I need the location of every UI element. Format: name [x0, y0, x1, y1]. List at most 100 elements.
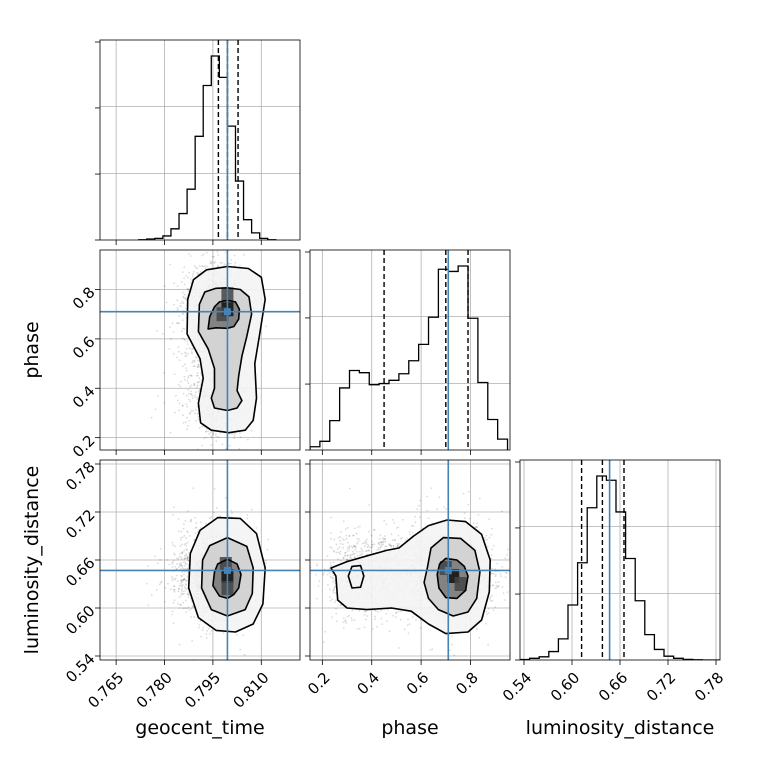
scatter-point — [173, 303, 176, 306]
scatter-point — [185, 307, 187, 310]
scatter-point — [178, 359, 181, 362]
scatter-point — [197, 363, 200, 366]
scatter-point — [191, 348, 194, 351]
scatter-point — [190, 384, 193, 387]
scatter-point — [194, 517, 196, 519]
scatter-point — [206, 630, 209, 632]
scatter-point — [213, 255, 215, 258]
histogram-panel-phase — [305, 249, 511, 455]
scatter-point — [189, 386, 191, 388]
scatter-point — [189, 412, 192, 415]
scatter-point — [172, 560, 175, 563]
scatter-point — [194, 396, 196, 398]
scatter-point — [264, 559, 267, 562]
scatter-point — [193, 615, 196, 618]
scatter-point — [265, 562, 267, 565]
scatter-point — [198, 365, 200, 368]
scatter-point — [164, 601, 166, 603]
scatter-point — [213, 488, 216, 490]
scatter-point — [208, 432, 211, 435]
scatter-point — [193, 383, 196, 386]
scatter-point — [179, 536, 182, 539]
scatter-point — [206, 251, 208, 254]
scatter-point — [176, 299, 179, 302]
scatter-point — [239, 648, 242, 651]
scatter-point — [221, 443, 224, 446]
scatter-point — [182, 579, 185, 582]
scatter-point — [199, 521, 202, 523]
scatter-point — [213, 511, 215, 514]
scatter-point — [195, 374, 198, 377]
scatter-point — [185, 588, 188, 590]
scatter-point — [188, 609, 191, 611]
scatter-point — [156, 330, 158, 332]
scatter-point — [169, 431, 172, 434]
scatter-point — [214, 260, 217, 263]
scatter-point — [182, 295, 185, 298]
scatter-point — [195, 420, 198, 422]
scatter-point — [255, 527, 258, 529]
scatter-point — [204, 431, 207, 433]
scatter-point — [187, 290, 190, 292]
contour-line-1 — [197, 287, 253, 412]
scatter-point — [172, 585, 175, 588]
scatter-point — [181, 571, 184, 573]
scatter-point — [160, 581, 162, 584]
scatter-point — [190, 616, 192, 618]
scatter-point — [188, 288, 191, 291]
scatter-point — [197, 366, 199, 368]
scatter-point — [181, 567, 184, 569]
scatter-point — [187, 606, 190, 608]
scatter-point — [194, 266, 197, 269]
scatter-point — [181, 404, 184, 407]
scatter-point — [210, 436, 213, 439]
scatter-point — [189, 374, 192, 377]
scatter-point — [185, 367, 188, 369]
scatter-point — [197, 364, 200, 366]
scatter-point — [180, 380, 183, 383]
scatter-point — [195, 527, 198, 529]
scatter-point — [187, 563, 190, 566]
scatter-point — [184, 590, 187, 592]
scatter-point — [188, 412, 191, 414]
scatter-point — [171, 575, 173, 578]
scatter-point — [196, 384, 199, 387]
scatter-point — [181, 543, 183, 546]
histogram-step-geocent_time — [138, 55, 277, 240]
scatter-point — [194, 532, 197, 535]
scatter-point — [185, 352, 188, 355]
scatter-point — [187, 510, 190, 512]
scatter-point — [235, 634, 238, 636]
scatter-point — [188, 253, 190, 255]
scatter-point — [178, 315, 180, 317]
scatter-point — [210, 431, 212, 434]
scatter-point — [181, 551, 184, 554]
scatter-point — [201, 265, 203, 267]
scatter-point — [190, 607, 193, 610]
scatter-point — [180, 305, 183, 308]
scatter-point — [171, 561, 173, 564]
panel-frame — [99, 39, 301, 241]
scatter-point — [239, 264, 241, 267]
scatter-point — [173, 589, 176, 591]
scatter-point — [231, 512, 233, 514]
scatter-point — [187, 393, 190, 395]
scatter-point — [181, 581, 184, 584]
scatter-point — [178, 350, 181, 353]
scatter-point — [192, 270, 195, 273]
scatter-point — [215, 433, 217, 436]
scatter-point — [186, 549, 188, 551]
scatter-point — [239, 436, 242, 439]
scatter-point — [190, 519, 193, 522]
scatter-point — [207, 628, 210, 630]
scatter-point — [210, 655, 213, 658]
scatter-point — [172, 622, 175, 625]
scatter-point — [177, 602, 180, 605]
scatter-point — [186, 557, 189, 560]
scatter-point — [193, 359, 196, 362]
scatter-point — [199, 384, 202, 387]
scatter-point — [192, 487, 195, 489]
scatter-point — [183, 293, 186, 296]
scatter-point — [184, 556, 187, 559]
scatter-point — [171, 579, 174, 582]
